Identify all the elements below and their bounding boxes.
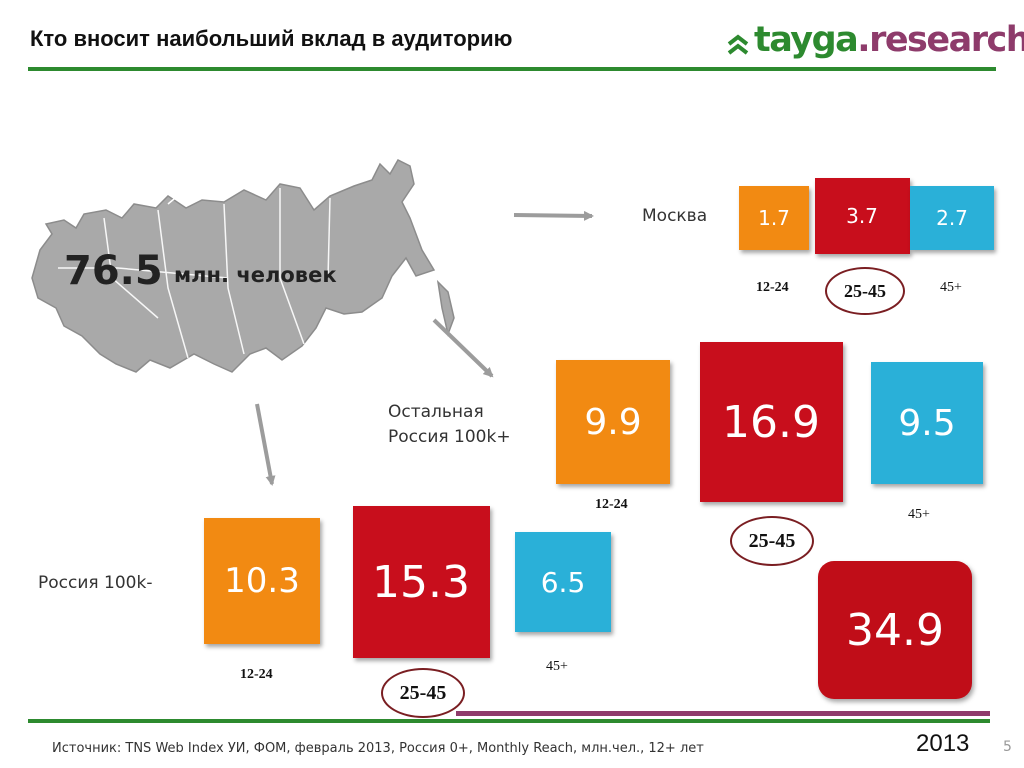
slide-title: Кто вносит наибольший вклад в аудиторию xyxy=(30,26,513,51)
bar-small-cities-25-45: 15.3 xyxy=(352,506,490,658)
age-label-moscow-45+: 45+ xyxy=(940,280,962,295)
bar-moscow-12-24: 1.7 xyxy=(739,186,809,250)
footer-divider-purple xyxy=(456,711,990,716)
age-label-rest-russia-45+: 45+ xyxy=(908,507,930,522)
logo-dot: . xyxy=(857,20,870,60)
logo-word-tayga: tayga xyxy=(754,20,859,60)
bar-moscow-45+: 2.7 xyxy=(910,186,994,250)
age-label-small-cities-45+: 45+ xyxy=(546,659,568,674)
age-label-rest-russia-25-45: 25-45 xyxy=(730,516,814,566)
logo-word-research: research xyxy=(869,20,1024,60)
age-label-small-cities-12-24: 12-24 xyxy=(240,667,273,682)
tayga-research-logo: tayga.research xyxy=(726,20,1024,70)
arrow-to-small-cities xyxy=(255,403,276,486)
bar-small-cities-45+: 6.5 xyxy=(515,532,611,632)
source-note: Источник: TNS Web Index УИ, ФОМ, февраль… xyxy=(52,741,704,756)
total-25-45-box: 34.9 xyxy=(818,561,972,699)
footer-divider-green xyxy=(28,719,990,723)
header-divider xyxy=(28,67,996,71)
page-number: 5 xyxy=(1003,739,1012,755)
audience-total-label: млн. человек xyxy=(174,263,337,287)
region-label-small-cities: Россия 100k- xyxy=(38,573,153,593)
bar-rest-russia-12-24: 9.9 xyxy=(556,360,670,484)
year-label: 2013 xyxy=(916,730,970,757)
region-label-rest-russia: Остальная Россия 100k+ xyxy=(388,402,511,447)
bar-small-cities-12-24: 10.3 xyxy=(204,518,320,644)
age-label-moscow-25-45: 25-45 xyxy=(825,267,905,315)
double-chevron-up-icon xyxy=(727,34,749,55)
audience-total-value: 76.5 xyxy=(64,248,163,294)
bar-rest-russia-45+: 9.5 xyxy=(871,362,983,484)
arrow-to-moscow xyxy=(513,210,594,221)
bar-rest-russia-25-45: 16.9 xyxy=(699,342,843,502)
bar-moscow-25-45: 3.7 xyxy=(814,178,910,254)
logo-wordmark: tayga.research xyxy=(754,20,1024,60)
age-label-rest-russia-12-24: 12-24 xyxy=(595,497,628,512)
age-label-small-cities-25-45: 25-45 xyxy=(381,668,465,718)
age-label-moscow-12-24: 12-24 xyxy=(756,280,789,295)
region-label-moscow: Москва xyxy=(642,206,708,226)
